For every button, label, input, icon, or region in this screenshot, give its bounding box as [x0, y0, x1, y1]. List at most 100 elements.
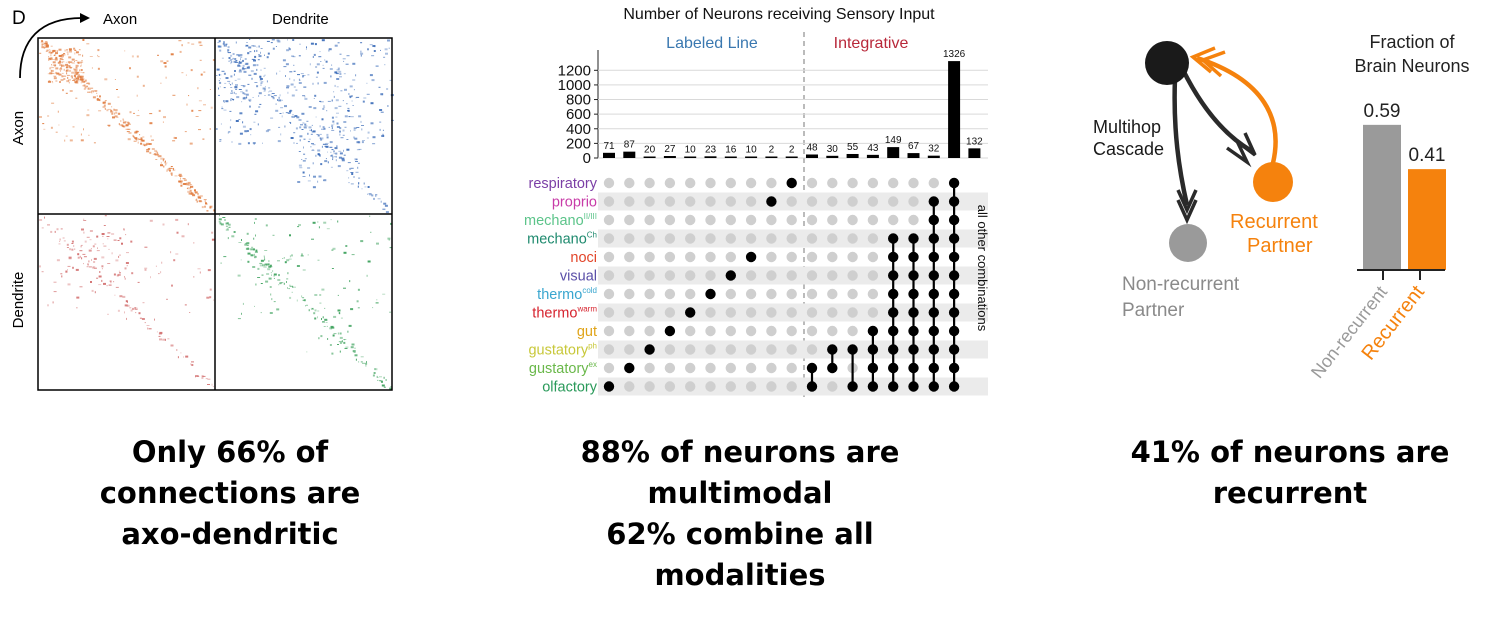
inactive-dot	[827, 233, 838, 244]
inactive-dot	[664, 196, 676, 207]
matrix-dot	[167, 338, 170, 340]
matrix-dot	[96, 95, 98, 97]
matrix-dot	[66, 51, 69, 53]
fraction-bars: 0.590.41	[1363, 101, 1446, 270]
inactive-dot	[685, 196, 696, 207]
matrix-dot	[343, 121, 347, 123]
matrix-dot	[191, 364, 194, 366]
matrix-dot	[380, 111, 384, 113]
matrix-dot	[63, 53, 66, 55]
matrix-dot	[116, 274, 119, 277]
matrix-dot	[222, 217, 226, 218]
matrix-dot	[318, 153, 320, 156]
matrix-dot	[125, 125, 129, 127]
matrix-dot	[248, 74, 252, 76]
inactive-dot	[806, 325, 818, 337]
matrix-dot	[333, 95, 335, 98]
matrix-dot	[216, 75, 218, 76]
inactive-dot	[664, 344, 676, 355]
matrix-dot	[148, 143, 152, 145]
matrix-dot	[202, 138, 205, 140]
matrix-dot	[339, 76, 342, 78]
inactive-dot	[603, 270, 615, 281]
matrix-dot	[249, 100, 252, 102]
matrix-dot	[154, 153, 158, 156]
matrix-dot	[79, 49, 81, 50]
matrix-dot	[188, 192, 192, 195]
matrix-dot	[323, 106, 326, 108]
inactive-dot	[603, 196, 615, 207]
inactive-dot	[705, 325, 716, 337]
matrix-dot	[302, 75, 306, 76]
fraction-title-line2: Brain Neurons	[1354, 56, 1469, 76]
matrix-dot	[218, 80, 220, 82]
matrix-dot	[260, 312, 262, 314]
matrix-dot	[219, 139, 222, 141]
matrix-dot	[302, 299, 305, 301]
matrix-dot	[126, 304, 130, 307]
matrix-dot	[263, 265, 265, 268]
matrix-dot	[251, 77, 253, 80]
matrix-dot	[74, 52, 76, 55]
matrix-dot	[174, 169, 176, 171]
matrix-dot	[362, 362, 365, 364]
matrix-dot	[329, 141, 333, 144]
matrix-dot	[231, 235, 235, 238]
matrix-dot	[344, 88, 347, 91]
matrix-dot	[350, 172, 354, 173]
matrix-dot	[242, 97, 246, 100]
inactive-dot	[827, 307, 838, 318]
matrix-dot	[209, 288, 212, 291]
matrix-dot	[230, 54, 233, 57]
matrix-dot	[383, 56, 386, 58]
matrix-dot	[381, 384, 385, 387]
matrix-dot	[327, 100, 331, 102]
matrix-dot	[79, 75, 83, 78]
matrix-dot	[97, 54, 99, 56]
matrix-dot	[335, 155, 337, 158]
y-tick-label: 400	[566, 121, 591, 138]
matrix-dot	[113, 108, 115, 111]
matrix-dot	[268, 87, 271, 89]
matrix-dot	[232, 57, 234, 59]
recurrent-label-2: Partner	[1247, 235, 1313, 257]
matrix-dot	[242, 121, 244, 124]
matrix-dot	[290, 285, 293, 287]
modality-label: olfactory	[542, 380, 598, 396]
matrix-dot	[284, 261, 287, 264]
matrix-dot	[59, 57, 62, 60]
matrix-dot	[264, 256, 265, 259]
matrix-dot	[125, 234, 127, 236]
row-label-axon: Axon	[10, 111, 27, 145]
matrix-dot	[164, 338, 166, 341]
inactive-dot	[624, 288, 635, 300]
matrix-dot	[96, 235, 99, 238]
matrix-dot	[50, 58, 53, 60]
matrix-dot	[254, 50, 256, 53]
matrix-dot	[259, 80, 262, 82]
matrix-dot	[154, 149, 158, 152]
active-dot	[725, 270, 736, 281]
matrix-dot	[115, 111, 118, 114]
matrix-dot	[233, 73, 235, 76]
matrix-dot	[172, 140, 176, 142]
matrix-dot	[51, 64, 52, 66]
matrix-dot	[42, 123, 45, 125]
matrix-dot	[196, 198, 198, 201]
matrix-dot	[89, 230, 93, 232]
matrix-dot	[357, 162, 360, 164]
matrix-dot	[312, 56, 314, 58]
matrix-dot	[298, 151, 301, 152]
matrix-dot	[335, 159, 337, 162]
matrix-dot	[93, 257, 97, 260]
matrix-dot	[262, 264, 265, 267]
caption-middle-line: multimodal	[647, 476, 833, 510]
matrix-dot	[205, 203, 208, 205]
matrix-dot	[149, 122, 153, 125]
matrix-dot	[155, 151, 158, 153]
matrix-dot	[104, 78, 108, 81]
matrix-dot	[50, 53, 52, 55]
fraction-bar	[1408, 169, 1446, 270]
matrix-dot	[147, 327, 149, 330]
matrix-dot	[48, 57, 51, 60]
